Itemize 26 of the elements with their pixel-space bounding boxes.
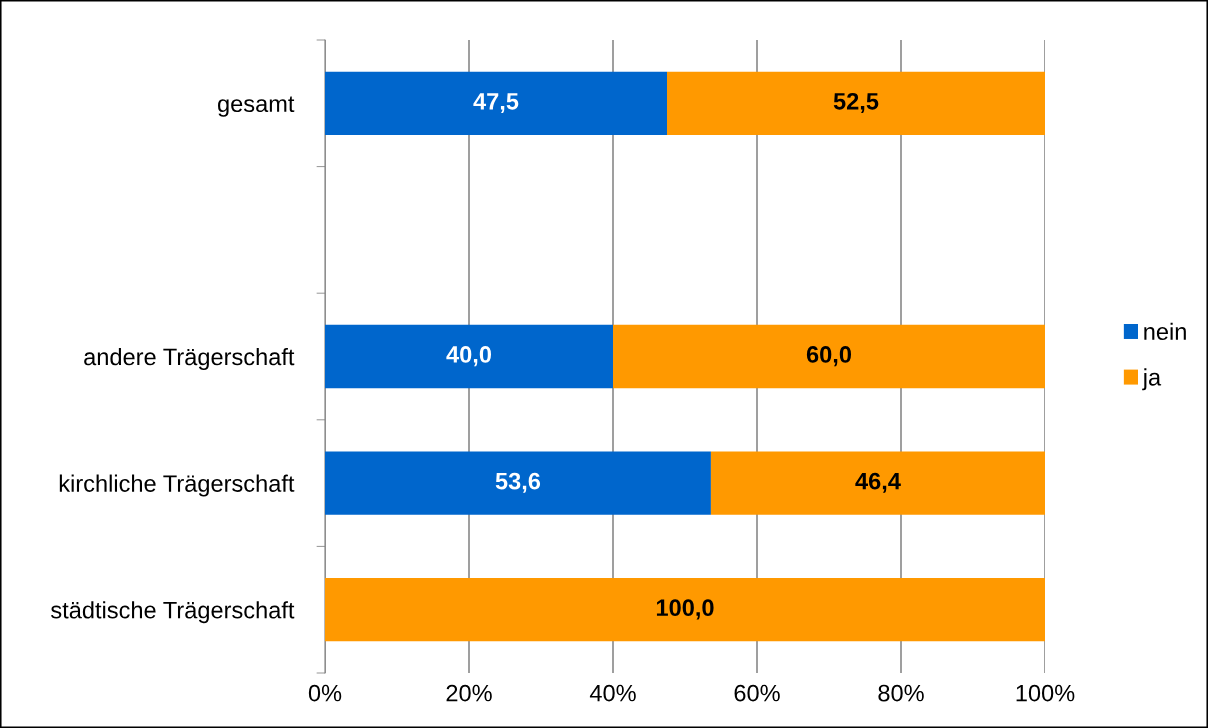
legend-label: ja — [1142, 368, 1162, 391]
x-tick-label: 40% — [589, 684, 636, 702]
data-label: 47,5 — [473, 93, 519, 114]
data-label: 100,0 — [656, 599, 714, 620]
x-tick-label: 0% — [308, 684, 342, 702]
x-tick-label: 100% — [1016, 684, 1075, 702]
bar — [710, 451, 1045, 515]
y-tick-label: kirchliche Trägerschaft — [59, 474, 295, 497]
data-label: 60,0 — [806, 346, 852, 367]
x-tick-label: 20% — [446, 684, 492, 702]
data-label: 46,4 — [855, 472, 901, 493]
y-tick-label: andere Trägerschaft — [84, 347, 295, 370]
y-tick-label: städtische Trägerschaft — [51, 601, 295, 624]
bar — [325, 451, 711, 515]
x-tick-label: 80% — [878, 684, 924, 702]
x-tick-label: 60% — [734, 684, 780, 702]
bar — [325, 71, 667, 135]
data-label: 52,5 — [833, 92, 879, 114]
bar — [613, 324, 1045, 389]
legend-label: nein — [1144, 322, 1186, 341]
bar — [667, 71, 1045, 135]
data-label: 53,6 — [495, 472, 541, 493]
data-label: 40,0 — [446, 346, 492, 367]
bar — [325, 578, 1045, 642]
y-tick-label: gesamt — [218, 96, 295, 117]
bar — [325, 324, 613, 389]
